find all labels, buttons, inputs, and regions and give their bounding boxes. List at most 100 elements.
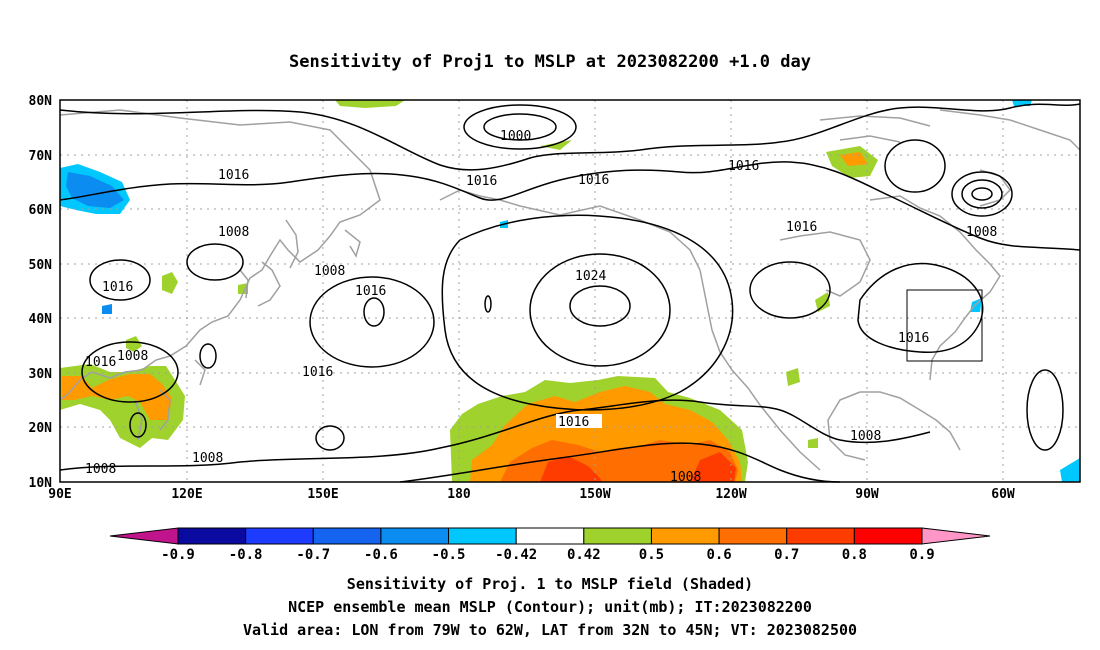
colorbar-tick-label: 0.5: [639, 547, 664, 563]
contour-labels: 1000 1016 1016 1016 1016 1016 1016 1016 …: [85, 129, 997, 485]
lat-tick-label: 50N: [29, 258, 53, 273]
positive-region-pacific-peak2: [690, 452, 736, 482]
contour-1016-band: [59, 161, 1081, 251]
colorbar-tick-label: -0.8: [229, 547, 263, 563]
lat-tick-label: 30N: [29, 367, 53, 382]
positive-region-arctic2: [540, 140, 572, 150]
contour-1008-north: [59, 103, 1081, 171]
contour-label: 1016: [302, 365, 333, 380]
contour-label: 1016: [578, 173, 609, 188]
contour-label: 1008: [314, 264, 345, 279]
positive-region-asia-blob2: [126, 336, 142, 352]
page-title: Sensitivity of Proj1 to MSLP at 20230822…: [289, 52, 811, 72]
coastlines: [59, 109, 1081, 471]
colorbar-tick-label: 0.7: [774, 547, 799, 563]
positive-region-arctic: [335, 100, 405, 108]
mslp-contours: [59, 103, 1081, 483]
colorbar-segment: [177, 527, 247, 545]
contour-1028-inner: [569, 285, 631, 327]
colorbar-tick-label: -0.42: [495, 547, 537, 563]
positive-region-gulf: [808, 438, 818, 448]
negative-region-siberia-core: [66, 172, 124, 208]
contour-label: 1016: [355, 284, 386, 299]
colorbar-segment: [515, 527, 585, 545]
contour-label: 1016: [102, 280, 133, 295]
lat-tick-label: 80N: [29, 94, 53, 109]
contour-1008-south: [399, 442, 841, 483]
colorbar-tick-label: 0.8: [842, 547, 867, 563]
valid-area-box: [906, 289, 983, 362]
colorbar-segment: [786, 527, 855, 545]
colorbar-tick-label: -0.5: [432, 547, 466, 563]
contour-1016-pacific-w: [309, 276, 435, 368]
positive-region-asia-blob3: [238, 283, 248, 294]
contour-1016-asia-c: [81, 341, 179, 403]
sensitivity-shading: [60, 100, 1080, 482]
contour-label: 1024: [575, 269, 606, 284]
contour-label: 1016: [218, 168, 249, 183]
negative-region-atl: [1060, 458, 1080, 482]
lon-tick-label: 180: [447, 487, 471, 502]
colorbar-segment: [380, 527, 450, 545]
contour-label: 1008: [218, 225, 249, 240]
positive-region-greenland-orange: [840, 152, 868, 166]
lon-tick-label: 60W: [991, 487, 1015, 502]
colorbar-segment-left-arrow: [109, 527, 179, 545]
lat-tick-label: 20N: [29, 421, 53, 436]
lat-tick-label: 60N: [29, 203, 53, 218]
contour-small-pac2: [484, 295, 492, 313]
contour-1016-atl: [1026, 369, 1064, 451]
lon-tick-label: 120E: [171, 487, 202, 502]
colorbar-segment: [312, 527, 382, 545]
colorbar-tick-label: -0.6: [364, 547, 398, 563]
contour-label: 1016: [786, 220, 817, 235]
contour-small-pac: [315, 425, 345, 451]
colorbar-segment: [583, 527, 652, 545]
lon-ticks: 90E 120E 150E 180 150W 120W 90W 60W: [48, 487, 1015, 502]
colorbar-tick-label: 0.42: [567, 547, 601, 563]
colorbar-tick-label: -0.7: [296, 547, 330, 563]
lat-tick-label: 70N: [29, 149, 53, 164]
contour-label: 1008: [850, 429, 881, 444]
contour-1016-around-high: [441, 214, 734, 411]
lat-ticks: 80N 70N 60N 50N 40N 30N 20N 10N: [29, 94, 53, 491]
contour-1004-greenland: [961, 179, 1003, 209]
contour-label: 1016: [898, 331, 929, 346]
negative-region-asia: [102, 304, 112, 314]
map-panel: 1000 1016 1016 1016 1016 1016 1016 1016 …: [59, 99, 1081, 485]
colorbar-tick-label: 0.6: [706, 547, 731, 563]
positive-region-pacific-peak: [540, 456, 602, 482]
colorbar-tick-label: -0.9: [161, 547, 195, 563]
colorbar-tick-label: 0.9: [909, 547, 934, 563]
colorbar-segment: [650, 527, 720, 545]
contour-label: 1016: [85, 355, 116, 370]
contour-label: 1016: [466, 174, 497, 189]
colorbar-segment: [718, 527, 788, 545]
positive-region-us1: [815, 292, 830, 312]
lon-tick-label: 150W: [579, 487, 610, 502]
caption-line-1: Sensitivity of Proj. 1 to MSLP field (Sh…: [347, 575, 753, 593]
contour-label: 1008: [85, 462, 116, 477]
contour-1000-greenland: [971, 187, 993, 201]
colorbar: -0.9 -0.8 -0.7 -0.6 -0.5 -0.42 0.42 0.5 0.6 0.7 0.…: [109, 527, 991, 563]
colorbar-segment: [448, 527, 517, 545]
contour-1016-eastus: [857, 262, 984, 353]
contour-small-asia2: [199, 343, 217, 369]
caption-line-3: Valid area: LON from 79W to 62W, LAT fro…: [243, 621, 857, 639]
caption-line-2: NCEP ensemble mean MSLP (Contour); unit(…: [288, 598, 812, 616]
contour-label: 1016: [728, 159, 759, 174]
contour-1008-greenland: [951, 171, 1013, 217]
contour-1000-low: [463, 104, 577, 150]
contour-label: 1008: [966, 225, 997, 240]
lon-tick-label: 150E: [307, 487, 338, 502]
contour-1024-high: [529, 253, 671, 367]
label-bg: [556, 414, 602, 428]
contour-1008-baffin: [884, 139, 946, 193]
colorbar-segment: [853, 527, 923, 545]
colorbar-segment: [245, 527, 314, 545]
contour-small-asia: [129, 412, 147, 438]
contour-1008-asia-b: [186, 243, 244, 281]
contour-1016-canada: [749, 261, 831, 319]
contour-label: 1008: [192, 451, 223, 466]
